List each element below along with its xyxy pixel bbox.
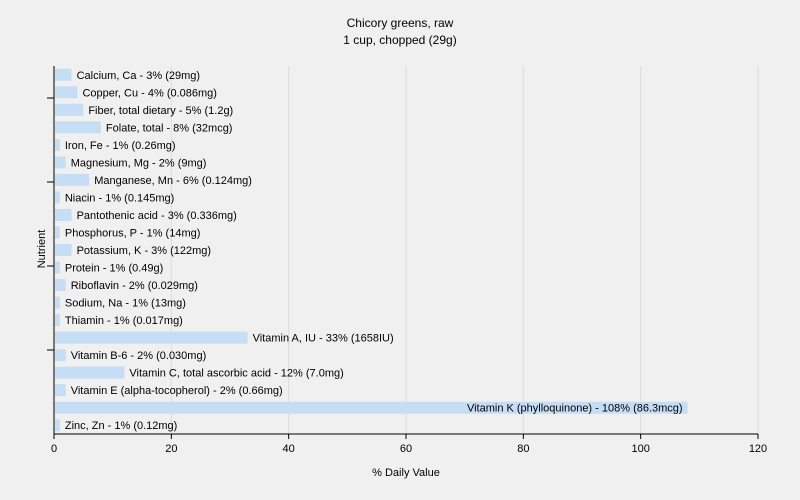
bar-label: Calcium, Ca - 3% (29mg) — [77, 70, 200, 82]
bar — [55, 349, 66, 362]
bar-label: Vitamin E (alpha-tocopherol) - 2% (0.66m… — [71, 385, 283, 397]
x-tick-label: 0 — [51, 443, 57, 455]
bar — [55, 208, 72, 221]
x-ticks: 0 20 40 60 80 100 120 — [51, 434, 767, 455]
x-tick-label: 20 — [165, 443, 177, 455]
x-tick-label: 40 — [283, 443, 295, 455]
bar-label: Sodium, Na - 1% (13mg) — [65, 298, 186, 310]
bar-label: Folate, total - 8% (32mcg) — [106, 122, 233, 134]
bar — [55, 156, 66, 169]
x-tick-label: 60 — [400, 443, 412, 455]
bar-label: Vitamin K (phylloquinone) - 108% (86.3mc… — [467, 403, 683, 415]
bar — [55, 244, 72, 256]
y-axis-title: Nutrient — [36, 230, 48, 269]
bar-label: Thiamin - 1% (0.017mg) — [65, 315, 183, 327]
bar — [55, 226, 60, 239]
x-tick-label: 80 — [517, 443, 529, 455]
chart-title: Chicory greens, raw — [346, 16, 454, 30]
bar — [55, 103, 84, 116]
bar-label: Riboflavin - 2% (0.029mg) — [71, 280, 198, 292]
bar-label: Protein - 1% (0.49g) — [65, 263, 163, 275]
bar-label: Vitamin B-6 - 2% (0.030mg) — [71, 350, 207, 362]
bar-label: Iron, Fe - 1% (0.26mg) — [65, 140, 176, 152]
bar — [55, 121, 101, 134]
bar-label: Vitamin A, IU - 33% (1658IU) — [253, 333, 394, 345]
bar — [55, 279, 66, 292]
bar — [55, 384, 66, 397]
bar — [55, 401, 688, 414]
bar-label: Vitamin C, total ascorbic acid - 12% (7.… — [129, 368, 343, 380]
x-axis-title: % Daily Value — [372, 467, 440, 479]
bar — [55, 86, 78, 99]
x-tick-label: 120 — [749, 443, 767, 455]
bar — [55, 314, 60, 327]
bar — [55, 419, 60, 432]
bar-label: Phosphorus, P - 1% (14mg) — [65, 227, 201, 239]
bar-label: Copper, Cu - 4% (0.086mg) — [82, 87, 217, 99]
bar — [55, 261, 60, 274]
bar-label: Fiber, total dietary - 5% (1.2g) — [88, 105, 233, 117]
bar — [55, 68, 72, 81]
gridlines — [170, 66, 759, 434]
bar-label: Niacin - 1% (0.145mg) — [65, 192, 174, 204]
bar — [55, 331, 248, 344]
x-tick-label: 100 — [631, 443, 649, 455]
bar-label: Magnesium, Mg - 2% (9mg) — [71, 157, 207, 169]
bar — [55, 366, 125, 379]
bars: Calcium, Ca - 3% (29mg) Copper, Cu - 4% (… — [55, 68, 688, 432]
bar-label: Zinc, Zn - 1% (0.12mg) — [65, 420, 177, 432]
bar-label: Potassium, K - 3% (122mg) — [77, 245, 212, 257]
bar-label: Manganese, Mn - 6% (0.124mg) — [94, 175, 252, 187]
bar — [55, 138, 60, 151]
bar — [55, 191, 60, 204]
chart-subtitle: 1 cup, chopped (29g) — [343, 33, 457, 47]
bar — [55, 173, 90, 186]
bar-label: Pantothenic acid - 3% (0.336mg) — [77, 210, 237, 222]
bar — [55, 296, 60, 309]
